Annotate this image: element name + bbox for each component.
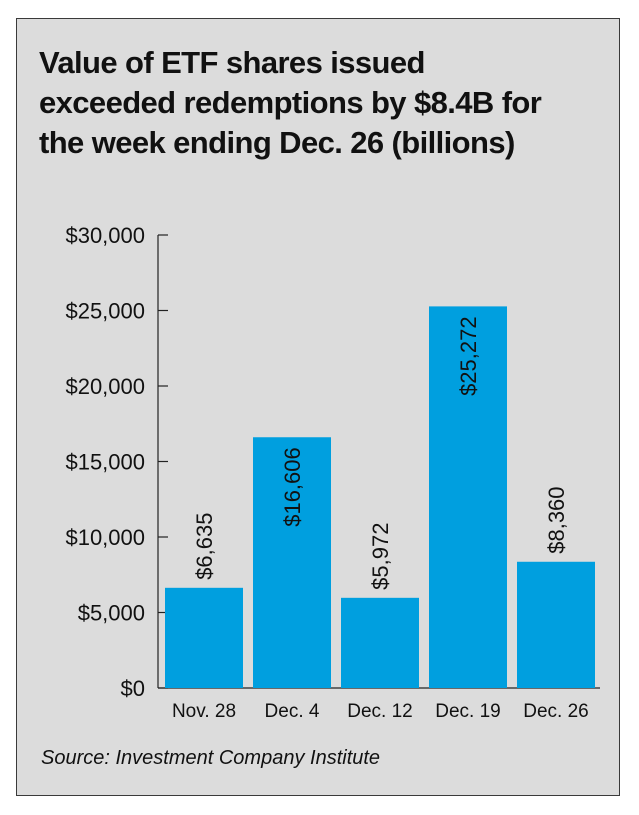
bar	[253, 437, 331, 688]
y-tick-label: $20,000	[65, 374, 145, 399]
value-label: $5,972	[368, 523, 393, 590]
category-label: Dec. 4	[265, 701, 320, 722]
value-label: $25,272	[456, 316, 481, 396]
chart-title-line-3: the week ending Dec. 26 (billions)	[39, 125, 515, 160]
y-tick-label: $0	[121, 676, 145, 701]
y-tick-label: $10,000	[65, 525, 145, 550]
bar	[165, 587, 243, 688]
value-label: $6,635	[192, 513, 217, 580]
source-note: Source: Investment Company Institute	[41, 747, 381, 769]
bar	[341, 597, 419, 688]
bar	[429, 306, 507, 688]
chart-title-line-1: Value of ETF shares issued	[39, 45, 425, 80]
y-tick-label: $15,000	[65, 450, 145, 475]
y-tick-label: $25,000	[65, 299, 145, 324]
category-label: Dec. 26	[523, 701, 588, 722]
y-tick-label: $5,000	[78, 601, 145, 626]
bar	[517, 561, 595, 688]
category-label: Dec. 12	[347, 701, 412, 722]
bar-chart: $0 $5,000 $10,000 $15,000 $20,000 $25,000 $30,…	[65, 223, 600, 722]
chart-title-line-2: exceeded redemptions by $8.4B for	[39, 85, 542, 120]
category-label: Nov. 28	[172, 701, 236, 722]
category-label: Dec. 19	[435, 701, 500, 722]
y-tick-label: $30,000	[65, 223, 145, 248]
chart-frame: Value of ETF shares issued exceeded rede…	[16, 18, 620, 796]
value-label: $16,606	[280, 447, 305, 527]
value-label: $8,360	[544, 486, 569, 553]
chart-title: Value of ETF shares issued exceeded rede…	[39, 43, 609, 163]
